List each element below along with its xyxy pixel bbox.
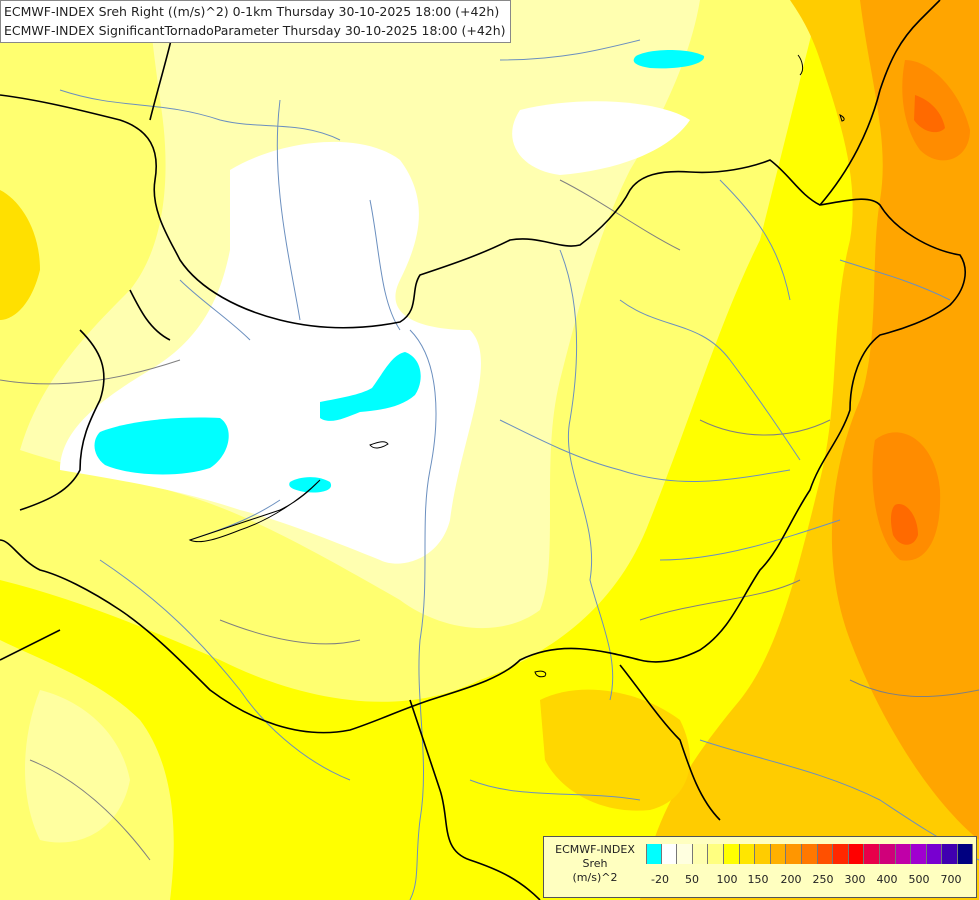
- legend-swatch: [926, 844, 943, 864]
- contour-red-north: [914, 95, 945, 133]
- region-borders: [0, 179, 979, 861]
- legend-swatch: [723, 844, 740, 864]
- legend-tick-label: 300: [844, 873, 866, 886]
- header-line-2: ECMWF-INDEX SignificantTornadoParameter …: [4, 23, 506, 38]
- legend-swatch: [801, 844, 818, 864]
- cyan-patch-2: [320, 352, 421, 421]
- legend-swatch: [817, 844, 834, 864]
- legend-title-1: ECMWF-INDEX: [555, 843, 635, 856]
- legend-swatch: [911, 844, 927, 864]
- legend-swatch: [661, 844, 678, 864]
- cyan-patch-3: [289, 477, 332, 493]
- legend-swatch: [739, 844, 756, 864]
- legend-tick-label: 400: [876, 873, 898, 886]
- contour-south-orange: [540, 689, 690, 811]
- legend-swatch: [755, 844, 771, 864]
- legend-swatch: [770, 844, 787, 864]
- color-legend: ECMWF-INDEX Sreh (m/s)^2 -20 50 100 150 200 2…: [543, 836, 977, 898]
- contour-orange-core: [872, 432, 941, 561]
- cyan-patch-1: [94, 417, 229, 475]
- legend-swatch: [957, 844, 974, 864]
- contour-southwest-pale: [25, 690, 130, 843]
- legend-swatch: [708, 844, 724, 864]
- legend-tick-label: 500: [908, 873, 930, 886]
- legend-tick-label: 150: [747, 873, 769, 886]
- legend-swatch: [879, 844, 896, 864]
- contour-red-core: [890, 504, 918, 545]
- legend-swatch: [864, 844, 880, 864]
- legend-swatch: [895, 844, 912, 864]
- legend-swatches: [646, 844, 974, 864]
- contour-white-north: [512, 101, 690, 175]
- cyan-patch-4: [633, 50, 705, 69]
- legend-swatch: [848, 844, 865, 864]
- legend-tick-label: 50: [685, 873, 699, 886]
- header-line-1: ECMWF-INDEX Sreh Right ((m/s)^2) 0-1km T…: [4, 4, 500, 19]
- legend-tick-label: 700: [940, 873, 962, 886]
- legend-swatch: [646, 844, 662, 864]
- map-header: ECMWF-INDEX Sreh Right ((m/s)^2) 0-1km T…: [0, 0, 511, 43]
- legend-swatch: [833, 844, 849, 864]
- contour-west-gold: [0, 190, 40, 320]
- legend-ticks: -20 50 100 150 200 250 300 400 500 700: [640, 873, 974, 889]
- legend-tick-label: 100: [716, 873, 738, 886]
- legend-swatch: [786, 844, 802, 864]
- legend-title: ECMWF-INDEX Sreh (m/s)^2: [548, 843, 642, 885]
- legend-title-3: (m/s)^2: [572, 871, 618, 884]
- lakes: [188, 54, 845, 678]
- rivers: [59, 39, 979, 900]
- legend-swatch: [677, 844, 693, 864]
- legend-tick-label: -20: [651, 873, 669, 886]
- contour-orange: [831, 0, 979, 840]
- legend-tick-label: 250: [812, 873, 834, 886]
- legend-swatch: [692, 844, 709, 864]
- legend-tick-label: 200: [780, 873, 802, 886]
- legend-title-2: Sreh: [582, 857, 608, 870]
- legend-swatch: [942, 844, 958, 864]
